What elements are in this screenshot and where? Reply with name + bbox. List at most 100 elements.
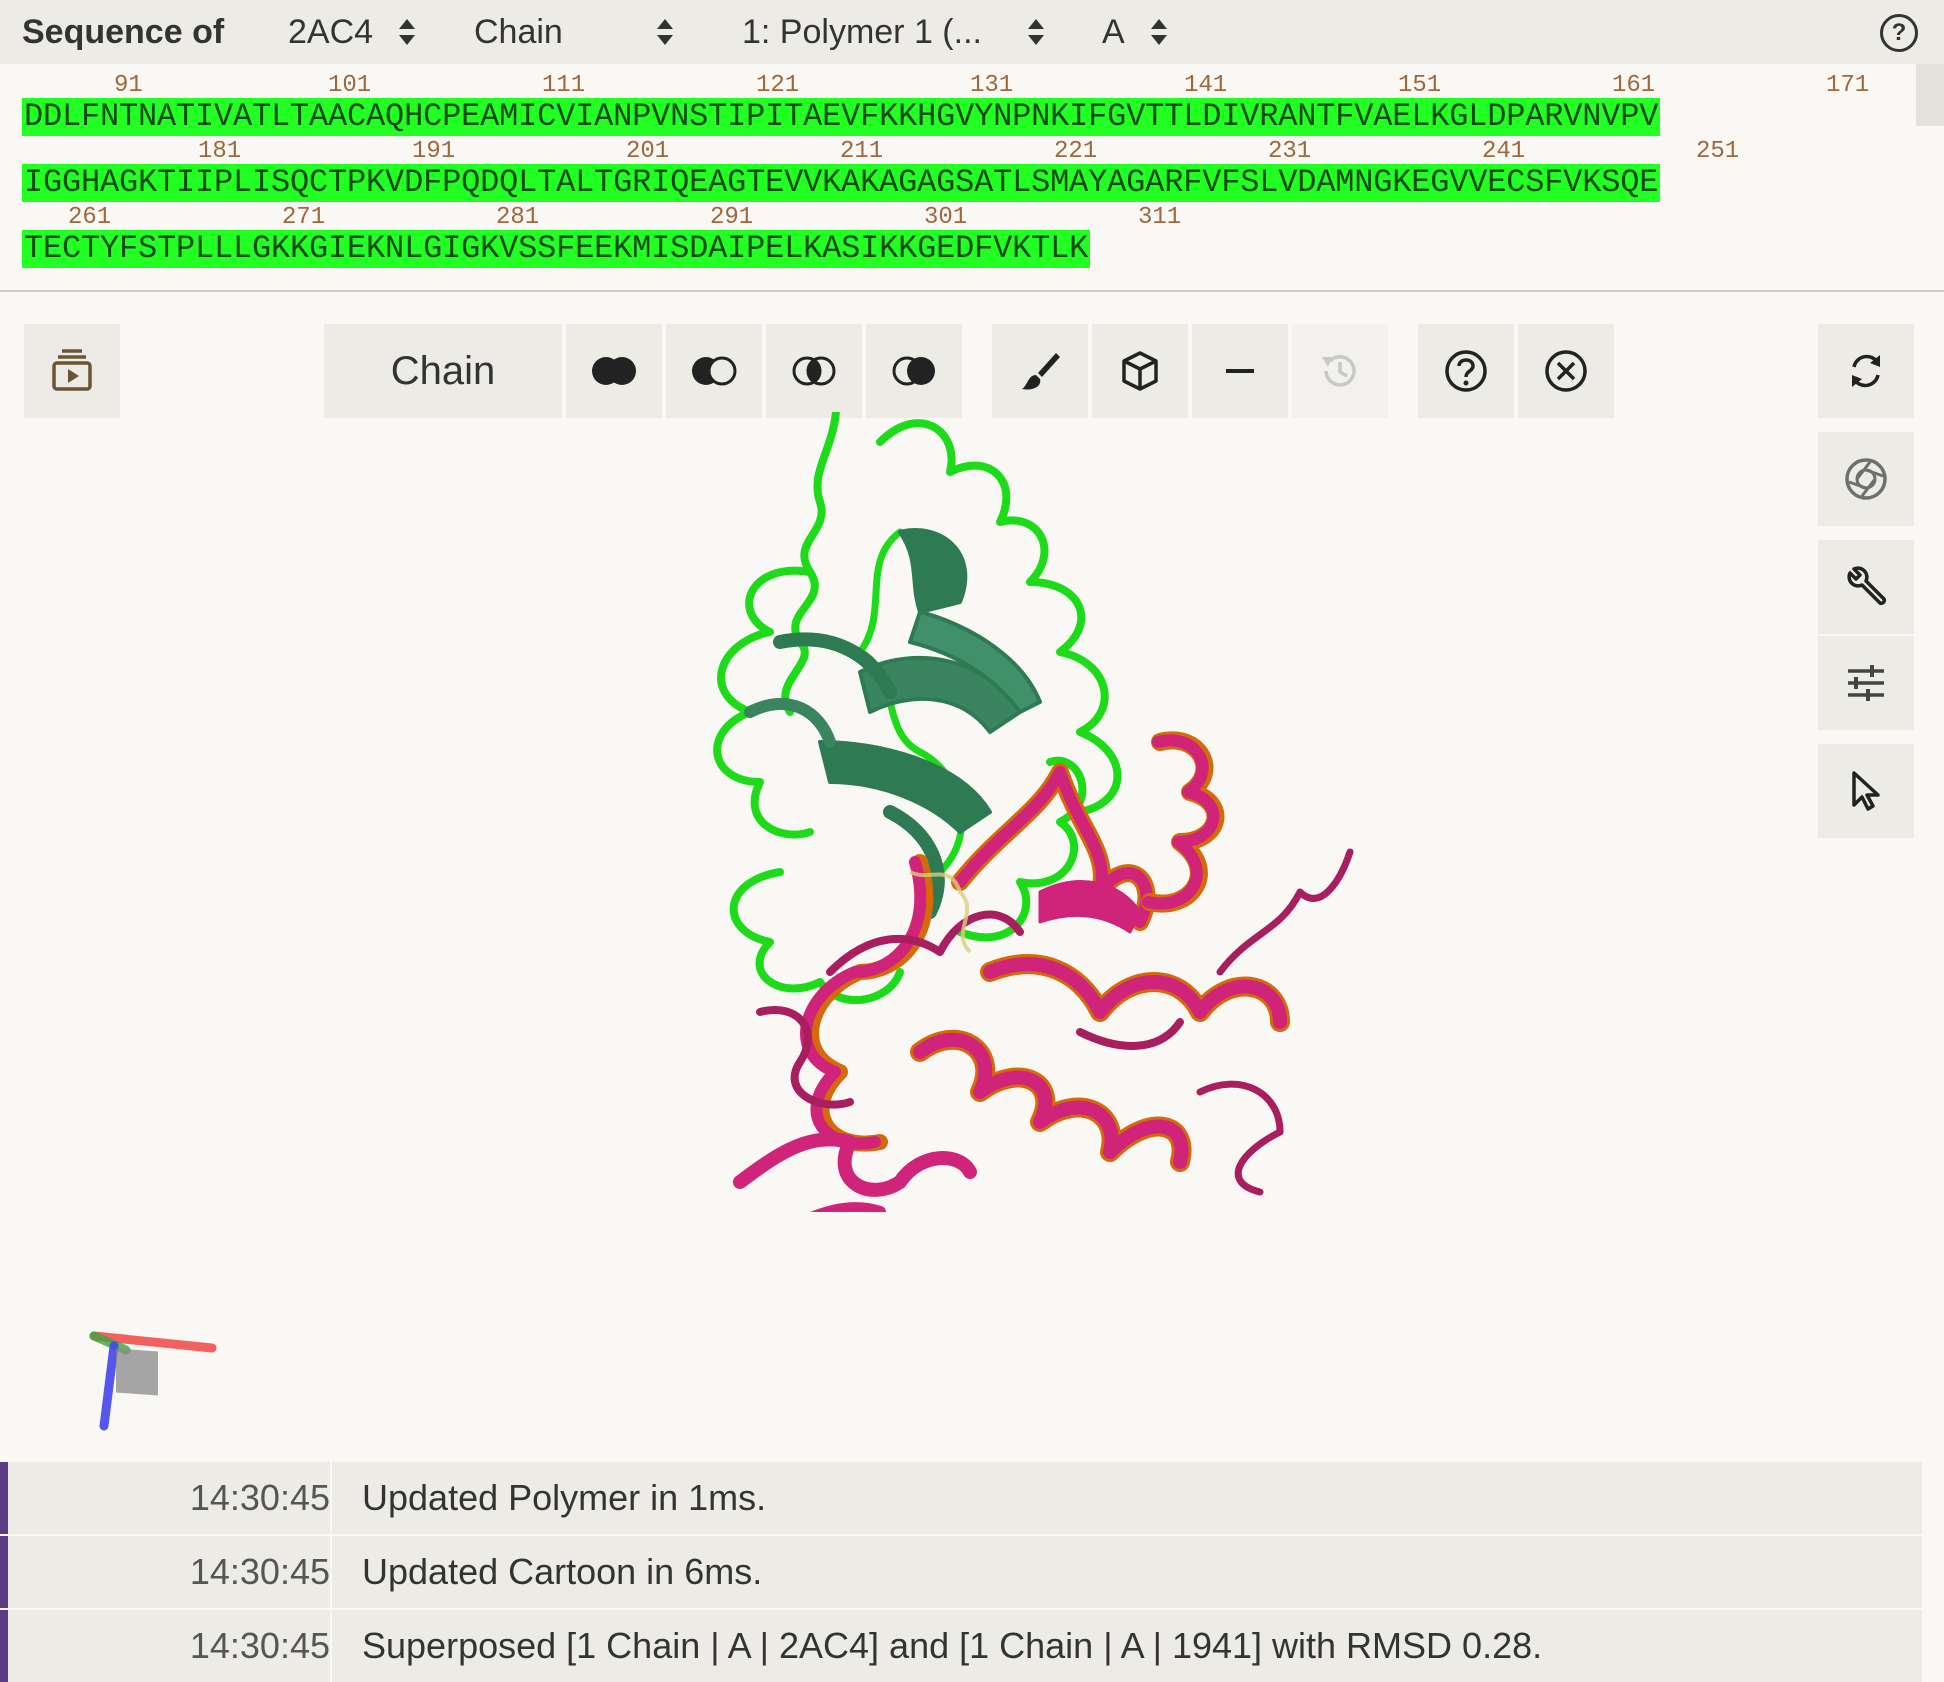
remove-button[interactable] [1192,324,1288,418]
help-icon [1445,350,1487,392]
representation-button[interactable] [1092,324,1188,418]
ligand [909,870,972,954]
magenta-orange-chain [733,731,1354,1212]
selection-mode-button[interactable] [1818,744,1914,838]
undo-button[interactable] [1292,324,1388,418]
help-button[interactable] [1418,324,1514,418]
union-icon [592,357,636,385]
residue-number: 201 [626,138,670,165]
structure-select[interactable]: 2AC4 [288,0,416,64]
log-message: Updated Polymer in 1ms. [362,1477,767,1518]
sequence-residues[interactable]: IGGHAGKTIIPLISQCTPKVDFPQDQLTALTGRIQEAGTE… [22,164,1661,202]
residue-number: 181 [198,138,242,165]
sequence-row: 181 191 201 211 221 231 241 251 IGGHAGKT… [22,136,1739,202]
animation-button[interactable] [24,324,120,418]
residue-number: 251 [1696,138,1740,165]
sequence-panel: 91 101 111 121 131 141 151 161 171 DDLFN… [0,64,1944,292]
structure-select-value: 2AC4 [288,12,374,51]
sequence-header: Sequence of 2AC4 Chain 1: Polymer 1 (...… [0,0,1944,64]
sequence-residues[interactable]: DDLFNTNATIVATLTAACAQHCPEAMICVIANPVNSTIPI… [22,98,1661,136]
close-icon [1545,350,1587,392]
residue-number: 241 [1482,138,1526,165]
select-arrows-icon [1027,17,1044,47]
subtract-icon [692,356,737,386]
brush-icon [1022,353,1060,390]
mode-select-value: Chain [474,12,563,51]
set-ops-icon [892,356,935,386]
reset-view-icon [1852,354,1880,388]
residue-number: 101 [328,72,372,99]
log-message: Superposed [1 Chain | A | 2AC4] and [1 C… [362,1625,1543,1666]
residue-number: 221 [1054,138,1098,165]
log-time: 14:30:45 [189,1625,330,1666]
entity-select[interactable]: 1: Polymer 1 (... [742,0,1044,64]
residue-number: 291 [710,204,754,231]
sequence-of-label: Sequence of [22,12,225,51]
residue-number: 231 [1268,138,1312,165]
residue-number: 281 [496,204,540,231]
residue-number: 141 [1184,72,1228,99]
protein-structure-render[interactable] [660,412,1400,1212]
residue-numbers: 261 271 281 291 301 311 [22,202,1181,231]
set-ops-button[interactable] [866,324,962,418]
residue-numbers: 91 101 111 121 131 141 151 161 171 [22,70,1869,99]
sequence-residues[interactable]: TECTYFSTPLLLGKKGIEKNLGIGKVSSFEEKMISDAIPE… [22,230,1091,268]
select-arrows-icon [1150,17,1167,47]
sliders-icon [1848,665,1884,701]
log-panel: 14:30:45 Updated Polymer in 1ms. 14:30:4… [0,1460,1944,1682]
residue-number: 261 [68,204,112,231]
cursor-icon [1852,771,1880,811]
intersect-button[interactable] [766,324,862,418]
log-time: 14:30:45 [189,1551,330,1592]
minus-icon [1226,369,1254,373]
animation-icon [52,349,92,391]
chain-button-label: Chain [390,348,496,393]
log-entry: 14:30:45 Superposed [1 Chain | A | 2AC4]… [0,1610,1922,1682]
log-entry: 14:30:45 Updated Cartoon in 6ms. [0,1536,1922,1608]
screenshot-button[interactable] [1818,432,1914,526]
controls-button[interactable] [1818,636,1914,730]
residue-number: 121 [756,72,800,99]
entity-select-value: 1: Polymer 1 (... [742,12,982,51]
help-circle-icon[interactable]: ? [1880,14,1918,52]
log-separator [330,1536,332,1608]
select-arrows-icon [399,17,416,47]
history-icon [1322,355,1356,387]
log-separator [330,1610,332,1682]
residue-number: 191 [412,138,456,165]
residue-number: 301 [924,204,968,231]
reset-view-button[interactable] [1818,324,1914,418]
select-arrows-icon [656,17,673,47]
log-separator [330,1462,332,1534]
chain-button[interactable]: Chain [324,324,562,418]
residue-number: 311 [1138,204,1182,231]
subtract-button[interactable] [666,324,762,418]
intersect-icon [792,356,836,386]
residue-number: 271 [282,204,326,231]
residue-number: 211 [840,138,884,165]
residue-number: 171 [1826,72,1870,99]
union-button[interactable] [566,324,662,418]
sequence-row: 91 101 111 121 131 141 151 161 171 DDLFN… [22,70,1869,136]
mode-select[interactable]: Chain [474,0,673,64]
axes-indicator [89,1331,217,1431]
sequence-scrollbar[interactable] [1916,64,1944,126]
residue-number: 91 [114,72,143,99]
settings-button[interactable] [1818,540,1914,634]
chain-select[interactable]: A [1102,0,1167,64]
residue-number: 151 [1398,72,1442,99]
residue-number: 131 [970,72,1014,99]
cube-icon [1122,351,1158,391]
chain-select-value: A [1102,12,1125,51]
residue-number: 161 [1612,72,1656,99]
close-selection-button[interactable] [1518,324,1614,418]
residue-number: 111 [542,72,586,99]
log-entry: 14:30:45 Updated Polymer in 1ms. [0,1462,1922,1534]
sequence-row: 261 271 281 291 301 311 TECTYFSTPLLLGKKG… [22,202,1181,268]
log-message: Updated Cartoon in 6ms. [362,1551,763,1592]
residue-numbers: 181 191 201 211 221 231 241 251 [22,136,1739,165]
wrench-icon [1847,566,1887,606]
color-button[interactable] [992,324,1088,418]
3d-viewer[interactable]: Chain [0,292,1944,1460]
screenshot-icon [1845,458,1887,500]
